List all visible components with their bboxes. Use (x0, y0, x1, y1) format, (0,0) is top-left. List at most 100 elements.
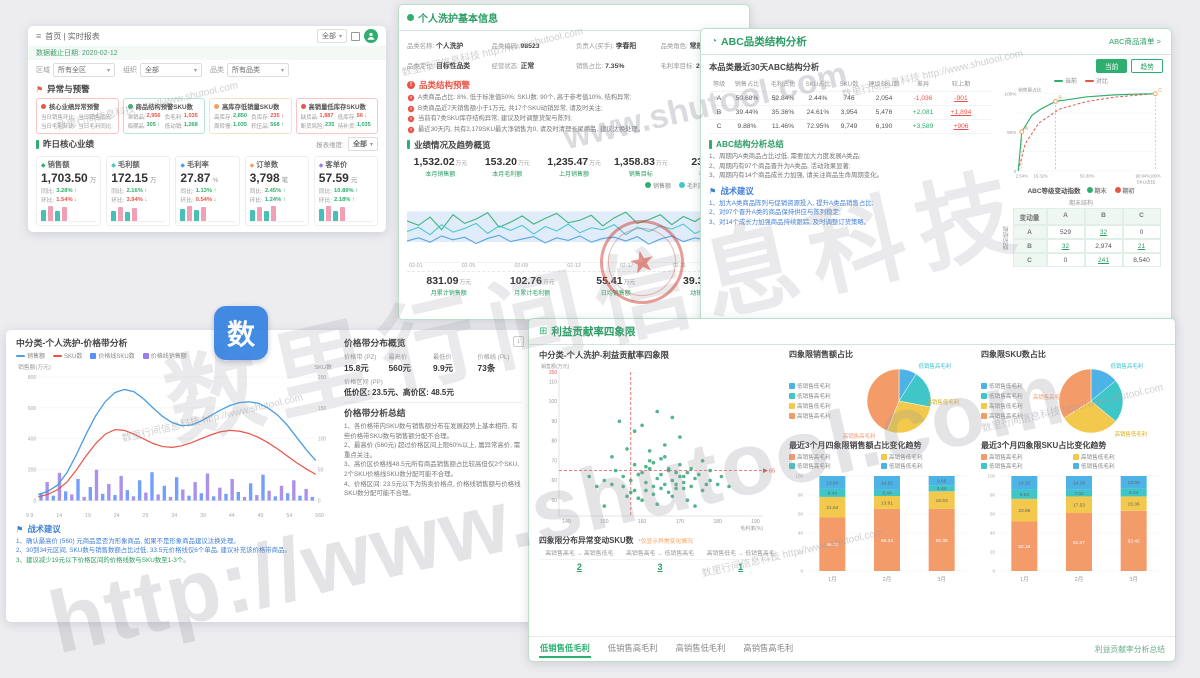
alert-stat: 当日销售同比:14.36% ↓ (78, 113, 113, 121)
metric-card[interactable]: ◆ 客单价 57.59 元同比: 10.89% ↑ 环比: 2.18% ↑ (313, 156, 378, 226)
alert-card-stats: 滞销品:2,956 ↓负毛利:1,035 ↓临期品:305 ↑低动销:1,268… (128, 113, 201, 130)
quad-tabs: 低销售低毛利 低销售高毛利 高销售低毛利 高销售高毛利 (539, 640, 794, 658)
abc-index-legend: 期末 期初 (1086, 186, 1135, 195)
fullscreen-icon[interactable] (351, 31, 360, 41)
toggle-trend[interactable]: 趋势 (1131, 59, 1163, 73)
tab-quadrant-2[interactable]: 高销售低毛利 (675, 643, 726, 653)
x-tick: 02-09 (514, 263, 529, 270)
alert-stat: 临期品: 305 ↑ (128, 122, 163, 130)
tab-quadrant-0[interactable]: 低销售低毛利 (539, 640, 591, 658)
svg-text:毛利率(%): 毛利率(%) (740, 525, 763, 532)
summary-item: 1、各价格带内SKU数与销售额分布在发展趋势上基本相符, 有些价格带SKU数与销… (344, 423, 518, 440)
matrix-cell-link[interactable]: 32 (1084, 225, 1123, 240)
legend-item: 高销售低毛利 (1073, 453, 1165, 461)
matrix-cell-link[interactable]: 32 (1046, 239, 1085, 254)
svg-text:2月: 2月 (883, 576, 892, 583)
col-header: 毛利占比 (770, 81, 796, 88)
profit-summary-link[interactable]: 利益贡献率分析总结 (1094, 644, 1165, 654)
metric-stat-label: 同比: (318, 189, 333, 195)
cat-info-item: 负责人(买手): 李春阳 (576, 35, 657, 53)
legend-item: 高销售高毛利 (789, 412, 847, 420)
report-dim-select[interactable]: 全部 ▾ (347, 137, 378, 151)
summary-item: 3、高价区价格线48.5元所有商品销售额占比较高但仅2个SKU, 2个SKU价格… (344, 461, 520, 479)
price-chart-title: 中分类-个人洗护-价格带分析 (16, 338, 128, 348)
tab-quadrant-1[interactable]: 低销售高毛利 (607, 643, 658, 653)
move-note: *仅显示异常变化情况 (638, 539, 693, 545)
status-dot-icon (214, 104, 219, 109)
metric-stat: 环比: 2.18% ↑ (319, 195, 373, 205)
section-bar-icon (709, 139, 712, 149)
svg-text:14.61: 14.61 (881, 481, 893, 487)
legend-swatch (981, 403, 987, 409)
mini-bar (325, 205, 331, 221)
abc-list-link[interactable]: ABC商品清单 > (1109, 37, 1161, 46)
diff-link[interactable]: +1,894 (950, 109, 972, 116)
metric-stat-value: 1.24% ↑ (264, 196, 286, 203)
svg-text:100%: 100% (1150, 174, 1161, 179)
mini-bar (339, 206, 345, 221)
diff-link[interactable]: -901 (954, 95, 968, 102)
metric-diamond-icon: ◆ (180, 162, 186, 169)
filter-select[interactable]: 所有全区 ▾ (53, 63, 115, 77)
alert-card-title-row: 高库存低销量SKU数 (214, 102, 287, 111)
diff-link[interactable]: +906 (953, 123, 969, 130)
filter-value: 所有品类 (232, 67, 260, 74)
matrix-cell-link[interactable]: 21 (1122, 239, 1161, 254)
metric-stat: 同比: 10.89% ↑ (318, 186, 373, 196)
move-sku-link[interactable]: 1 (738, 562, 744, 572)
metric-stat: 环比: 0.54% ↓ (180, 195, 234, 205)
metric-card[interactable]: ◆ 毛利额 172.15 万同比: 2.16% ↑ 环比: 3.94% ↓ (106, 156, 171, 226)
metric-stat-value: 1.54% ↓ (56, 196, 78, 203)
svg-text:160: 160 (638, 519, 647, 525)
download-icon[interactable]: ↓ (513, 336, 524, 347)
rt-filters: 区域 所有全区 ▾ 组织 全部 ▾ 品类 所有品类 ▾ (28, 60, 386, 80)
legend-swatch (1086, 187, 1093, 194)
move-sku-link[interactable]: 2 (576, 562, 582, 572)
alert-stat-value: 1,268 ↑ (183, 122, 200, 128)
svg-text:400: 400 (28, 437, 37, 443)
metric-stat-label: 同比: (41, 189, 55, 195)
tab-quadrant-3[interactable]: 高销售高毛利 (743, 643, 794, 653)
pie2-wrap: 低销售高毛利 高销售低毛利 高销售高毛利 (1033, 362, 1147, 440)
move-sku-link[interactable]: 3 (657, 562, 663, 572)
metric-card[interactable]: ◆ 销售额 1,703.50 万同比: 3.28% ↑ 环比: 1.54% ↓ (36, 156, 102, 226)
filter-value: 全部 (145, 67, 159, 74)
pie-callout-label: 高销售低毛利 (1114, 432, 1147, 438)
filter-select[interactable]: 全部 ▾ (140, 63, 202, 77)
kpi-unit: 万元 (623, 280, 636, 287)
legend-item: 高销售低毛利 (789, 402, 847, 410)
alert-card-stats: 高库存:2,850 ↑负库存:235 ↓周转慢:1,035 ↑积压品:568 ↑ (214, 113, 287, 130)
svg-text:60: 60 (551, 478, 557, 484)
matrix-cell-link[interactable]: 241 (1084, 253, 1123, 268)
alert-card-title-row: 商品结构预警SKU数 (127, 102, 201, 111)
matrix-axis-label-top: 期末结构 (1068, 201, 1093, 208)
svg-text:100: 100 (987, 474, 995, 479)
status-dot-icon (41, 104, 46, 109)
metric-stat-label: 环比: (180, 198, 194, 204)
alert-stat: 高库存:2,850 ↑ (214, 113, 249, 121)
metric-name: 订单数 (256, 160, 279, 169)
filter-select[interactable]: 所有品类 ▾ (227, 63, 289, 77)
x-tick: 560 (315, 512, 324, 519)
cat-trend (399, 191, 749, 264)
svg-text:80: 80 (551, 439, 557, 445)
matrix-axis-label-left: 期初结构 (1003, 225, 1010, 250)
legend-item: 低销售高毛利 (789, 462, 881, 470)
svg-text:40: 40 (990, 531, 996, 536)
mini-bar (249, 210, 255, 221)
menu-icon[interactable]: ≡ (36, 31, 42, 41)
legend-item: 期末 (1086, 186, 1107, 195)
legend-item: 毛利额 (678, 181, 705, 190)
warning-line: ! 当前有7类SKU库存结构异常, 建议及时调整货架与陈列; (407, 114, 741, 123)
avatar[interactable] (364, 29, 378, 43)
header-select[interactable]: 全部 ▾ (316, 29, 347, 43)
metric-card[interactable]: ◆ 订单数 3,798 笔同比: 2.45% ↑ 环比: 1.24% ↑ (244, 156, 309, 226)
legend-swatch (789, 413, 795, 419)
metric-card[interactable]: ◆ 毛利率 27.87% 同比: 1.13% ↑ 环比: 0.54% ↓ (175, 156, 240, 226)
cat-trend-title: 业绩情况及趋势概览 (414, 139, 491, 150)
toggle-current[interactable]: 当前 (1095, 59, 1128, 73)
table-row: A 50.68% 52.84% 2.44% 746 2,054 -1,036 -901 (709, 92, 993, 106)
cell: 50.68% (735, 95, 759, 102)
